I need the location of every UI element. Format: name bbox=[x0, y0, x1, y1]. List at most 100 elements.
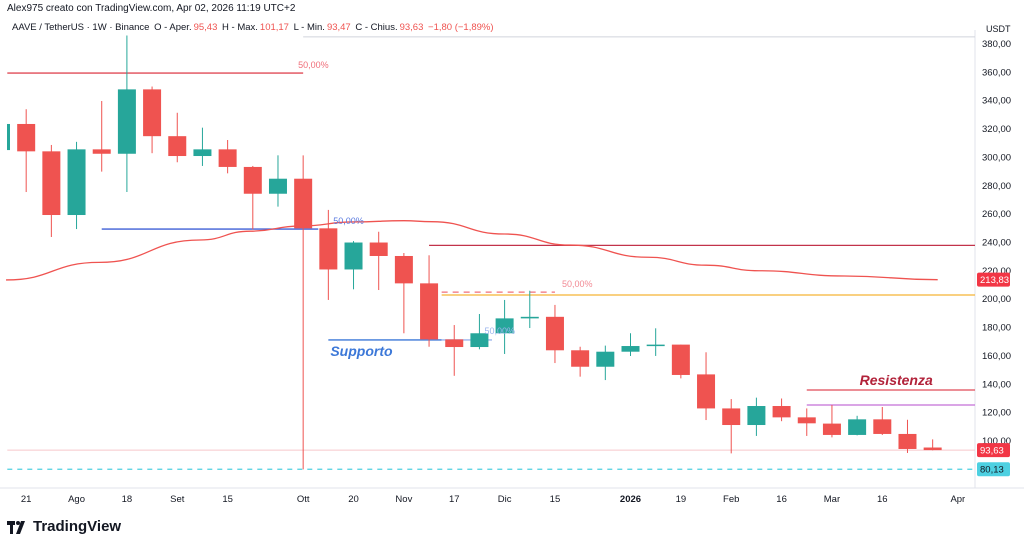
time-tick-label: Dic bbox=[498, 494, 512, 505]
candle-body bbox=[17, 123, 36, 152]
candle bbox=[772, 398, 791, 422]
candle bbox=[646, 328, 665, 356]
price-tick-label: 300,00 bbox=[982, 152, 1011, 163]
candle bbox=[520, 290, 539, 329]
candle bbox=[848, 415, 867, 436]
price-labels: 213,83 93,63 80,13 bbox=[977, 272, 1010, 477]
price-label-text: 213,83 bbox=[980, 275, 1009, 286]
candle-body bbox=[218, 149, 237, 167]
price-tick-label: 100,00 bbox=[982, 436, 1011, 447]
price-tick-label: 360,00 bbox=[982, 67, 1011, 78]
candle bbox=[117, 35, 136, 193]
candle-body bbox=[596, 351, 615, 367]
candle-body bbox=[545, 316, 564, 351]
candle-body bbox=[772, 406, 791, 418]
candle bbox=[143, 86, 162, 154]
candle-body bbox=[923, 447, 942, 451]
candle-body bbox=[420, 283, 439, 340]
time-tick-label: Mar bbox=[824, 494, 840, 505]
candle-body bbox=[268, 178, 287, 194]
low-label: L - Min. bbox=[293, 22, 325, 33]
price-tick-label: 320,00 bbox=[982, 124, 1011, 135]
candle bbox=[923, 439, 942, 451]
candle-body bbox=[117, 89, 136, 154]
tradingview-logo-icon bbox=[7, 520, 25, 534]
candle-body bbox=[394, 255, 413, 284]
candle-body bbox=[67, 149, 86, 216]
symbol-legend: AAVE / TetherUS · 1W · Binance O - Aper.… bbox=[12, 22, 496, 33]
tradingview-logo[interactable]: TradingView bbox=[7, 518, 121, 535]
currency-unit: USDT bbox=[986, 24, 1011, 34]
logo-text: TradingView bbox=[33, 518, 122, 535]
candle-body bbox=[294, 178, 313, 229]
time-tick-label: 15 bbox=[222, 494, 233, 505]
time-tick-label: Ott bbox=[297, 494, 310, 505]
candle bbox=[873, 407, 892, 435]
price-tick-label: 280,00 bbox=[982, 181, 1011, 192]
price-label-text: 93,63 bbox=[980, 446, 1004, 457]
candle bbox=[797, 408, 816, 436]
candle bbox=[42, 144, 61, 237]
fib-level-label: 50,00% bbox=[298, 60, 329, 70]
time-tick-label: Ago bbox=[68, 494, 85, 505]
candle bbox=[621, 333, 640, 356]
fib-level-label: 50,00% bbox=[484, 326, 515, 336]
time-tick-label: 18 bbox=[122, 494, 133, 505]
candle-body bbox=[369, 242, 388, 256]
candle bbox=[596, 345, 615, 381]
candle bbox=[697, 352, 716, 421]
candle-body bbox=[168, 136, 187, 157]
low-value: 93,47 bbox=[326, 22, 351, 33]
price-tick-label: 200,00 bbox=[982, 294, 1011, 305]
price-tick-label: 220,00 bbox=[982, 266, 1011, 277]
candle-body bbox=[42, 151, 61, 216]
candle-body bbox=[797, 417, 816, 424]
candle-body bbox=[822, 423, 841, 435]
candle bbox=[218, 139, 237, 174]
candle-body bbox=[344, 242, 363, 270]
price-tick-label: 160,00 bbox=[982, 351, 1011, 362]
candle-body bbox=[495, 318, 514, 334]
time-tick-label: 17 bbox=[449, 494, 460, 505]
symbol-name[interactable]: AAVE / TetherUS · 1W · Binance bbox=[12, 22, 150, 33]
high-value: 101,17 bbox=[259, 22, 289, 33]
candle bbox=[193, 127, 212, 166]
candle bbox=[168, 112, 187, 163]
candle-body bbox=[873, 419, 892, 434]
candle bbox=[822, 405, 841, 438]
candle-body bbox=[193, 149, 212, 157]
candle bbox=[92, 101, 111, 172]
candle-body bbox=[470, 333, 489, 348]
time-tick-label: Feb bbox=[723, 494, 739, 505]
candle-body bbox=[722, 408, 741, 426]
candle bbox=[470, 313, 489, 350]
moving-average-line bbox=[6, 220, 938, 281]
price-tick-label: 140,00 bbox=[982, 379, 1011, 390]
candle bbox=[268, 155, 287, 207]
candle bbox=[344, 241, 363, 290]
open-value: 95,43 bbox=[193, 22, 218, 33]
price-tick-label: 180,00 bbox=[982, 323, 1011, 334]
time-tick-label: 16 bbox=[776, 494, 787, 505]
candle-body bbox=[697, 374, 716, 409]
time-tick-label: 15 bbox=[550, 494, 561, 505]
candle-body bbox=[747, 406, 766, 426]
candle-body bbox=[92, 149, 111, 154]
time-tick-label: Nov bbox=[395, 494, 412, 505]
price-label-box bbox=[977, 462, 1010, 477]
candle bbox=[319, 209, 338, 300]
candle-body bbox=[621, 346, 640, 352]
price-axis[interactable]: 380,00 360,00 340,00 320,00 300,00 280,00 260,… bbox=[982, 39, 1011, 447]
price-tick-label: 380,00 bbox=[982, 39, 1011, 50]
time-tick-label: 2026 bbox=[620, 494, 641, 505]
candle-body bbox=[520, 316, 539, 319]
candle bbox=[369, 231, 388, 291]
candle-body bbox=[319, 228, 338, 270]
candles-layer bbox=[7, 35, 942, 470]
candle bbox=[571, 346, 590, 377]
price-label-text: 80,13 bbox=[980, 465, 1004, 476]
candle-body bbox=[7, 123, 10, 151]
candle bbox=[495, 299, 514, 354]
time-axis[interactable]: 21 Ago 18 Set 15 Ott 20 Nov 17 Dic 15 2026 19 Feb 16 Ma… bbox=[21, 494, 965, 505]
